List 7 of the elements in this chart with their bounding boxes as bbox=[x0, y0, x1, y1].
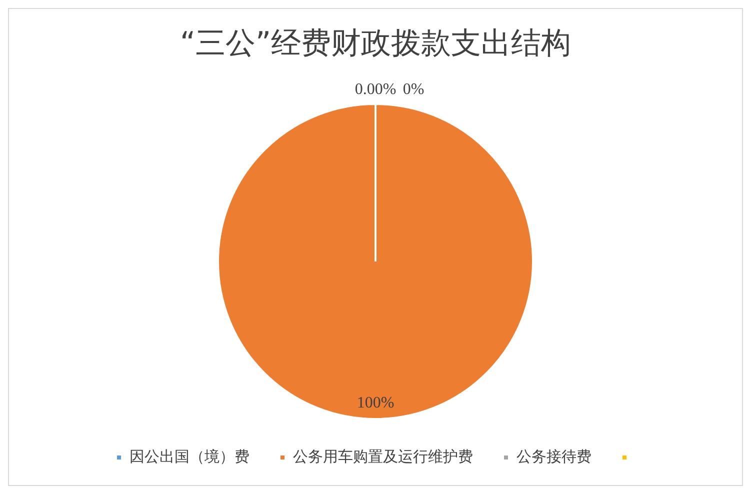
legend-label: 公务用车购置及运行维护费 bbox=[293, 447, 473, 466]
text: 0% bbox=[402, 81, 424, 98]
legend-label: 因公出国（境）费 bbox=[130, 447, 250, 466]
legend-label: 公务接待费 bbox=[516, 447, 592, 466]
data-label: 100% bbox=[356, 394, 394, 412]
text: 0.00% bbox=[354, 81, 396, 98]
chart-title: “三公”经费财政拨款支出结构 bbox=[180, 26, 572, 61]
